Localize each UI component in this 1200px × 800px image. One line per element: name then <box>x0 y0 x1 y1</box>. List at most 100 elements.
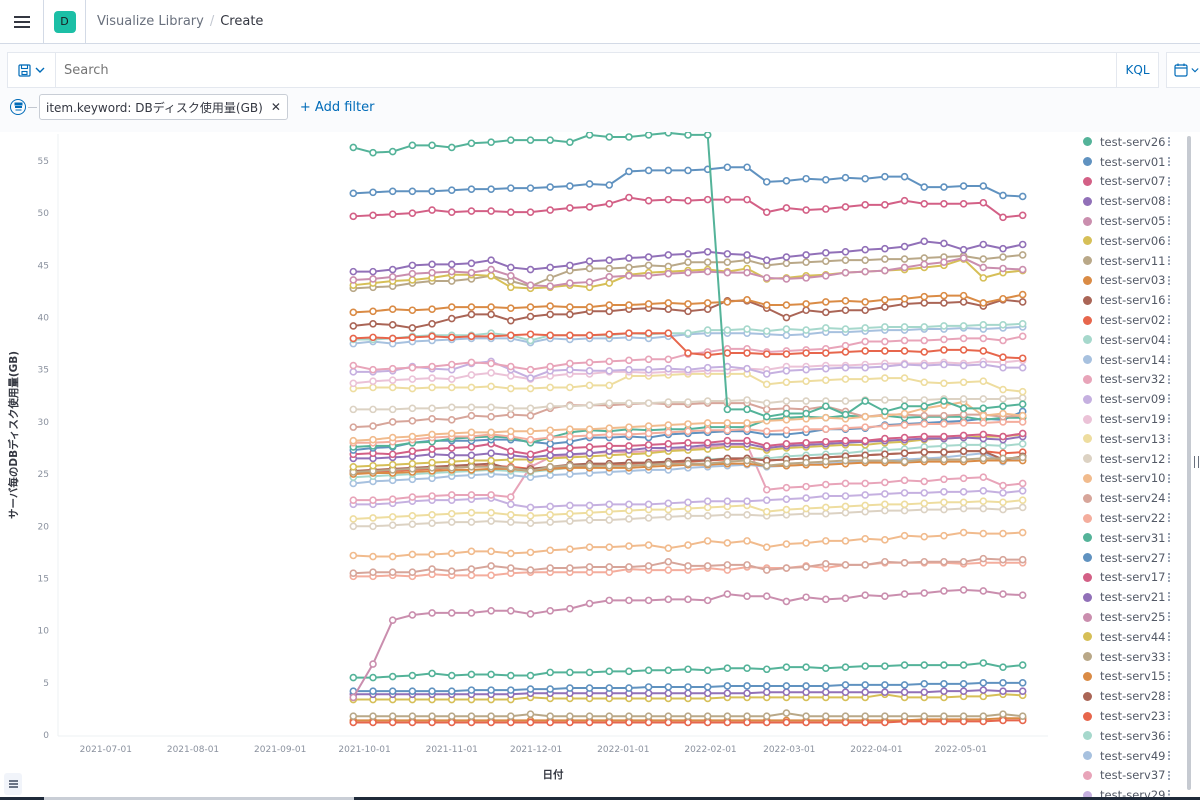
data-point[interactable] <box>566 365 574 374</box>
data-point[interactable] <box>684 420 692 428</box>
data-point[interactable] <box>881 718 889 727</box>
data-point[interactable] <box>388 383 397 392</box>
data-point[interactable] <box>388 460 397 469</box>
data-point[interactable] <box>762 592 771 600</box>
data-point[interactable] <box>703 596 712 605</box>
data-point[interactable] <box>762 442 771 450</box>
data-point[interactable] <box>507 316 515 325</box>
data-point[interactable] <box>644 596 653 605</box>
data-point[interactable] <box>585 508 594 517</box>
data-point[interactable] <box>428 332 436 341</box>
data-point[interactable] <box>546 712 554 721</box>
data-point[interactable] <box>920 505 929 514</box>
data-point[interactable] <box>940 379 948 388</box>
data-point[interactable] <box>900 449 909 458</box>
data-point[interactable] <box>684 132 692 139</box>
space-selector[interactable]: D <box>44 0 86 44</box>
data-point[interactable] <box>526 427 535 436</box>
data-point[interactable] <box>644 261 653 270</box>
data-point[interactable] <box>566 470 574 478</box>
data-point[interactable] <box>507 362 515 371</box>
data-point[interactable] <box>428 141 436 150</box>
data-point[interactable] <box>881 490 889 498</box>
data-point[interactable] <box>625 271 633 280</box>
data-point[interactable] <box>1018 429 1027 438</box>
data-point[interactable] <box>841 297 850 305</box>
more-options-icon[interactable] <box>1168 156 1170 167</box>
data-point[interactable] <box>546 206 554 214</box>
data-point[interactable] <box>841 410 850 419</box>
data-point[interactable] <box>684 398 692 406</box>
data-point[interactable] <box>841 375 850 383</box>
data-point[interactable] <box>723 510 732 519</box>
data-point[interactable] <box>920 199 929 208</box>
data-point[interactable] <box>664 566 673 574</box>
data-point[interactable] <box>940 693 948 702</box>
data-point[interactable] <box>507 671 515 680</box>
data-point[interactable] <box>841 561 850 569</box>
data-point[interactable] <box>546 263 554 272</box>
data-point[interactable] <box>585 303 594 311</box>
more-options-icon[interactable] <box>1168 671 1170 682</box>
data-point[interactable] <box>979 430 988 439</box>
data-point[interactable] <box>900 172 909 181</box>
legend-item[interactable]: test-serv01 <box>1078 152 1182 172</box>
data-point[interactable] <box>644 514 653 522</box>
data-point[interactable] <box>428 550 436 559</box>
data-point[interactable] <box>979 263 988 272</box>
data-point[interactable] <box>447 360 456 369</box>
data-point[interactable] <box>743 561 751 569</box>
data-point[interactable] <box>979 347 988 355</box>
data-point[interactable] <box>684 427 692 436</box>
data-point[interactable] <box>428 362 436 371</box>
data-point[interactable] <box>940 346 948 354</box>
data-point[interactable] <box>782 397 791 405</box>
data-point[interactable] <box>585 449 594 458</box>
data-point[interactable] <box>684 268 692 277</box>
data-point[interactable] <box>782 275 791 283</box>
data-point[interactable] <box>881 456 889 465</box>
data-point[interactable] <box>566 402 574 411</box>
data-point[interactable] <box>467 609 476 617</box>
data-point[interactable] <box>684 459 692 468</box>
data-point[interactable] <box>447 444 456 452</box>
series-test-serv-c[interactable] <box>349 528 1027 561</box>
data-point[interactable] <box>979 360 988 369</box>
data-point[interactable] <box>900 196 909 205</box>
data-point[interactable] <box>566 718 574 727</box>
data-point[interactable] <box>881 172 889 181</box>
data-point[interactable] <box>487 718 495 727</box>
data-point[interactable] <box>388 433 397 442</box>
data-point[interactable] <box>881 303 889 311</box>
data-point[interactable] <box>861 363 869 372</box>
data-point[interactable] <box>822 457 830 466</box>
data-point[interactable] <box>881 374 889 382</box>
data-point[interactable] <box>585 203 594 211</box>
data-point[interactable] <box>566 668 574 677</box>
data-point[interactable] <box>546 518 554 526</box>
data-point[interactable] <box>585 257 594 265</box>
data-point[interactable] <box>940 199 948 208</box>
data-point[interactable] <box>664 132 673 137</box>
data-point[interactable] <box>585 461 594 470</box>
data-point[interactable] <box>388 210 397 219</box>
data-point[interactable] <box>684 689 692 698</box>
data-point[interactable] <box>526 710 535 718</box>
data-point[interactable] <box>447 687 456 695</box>
data-point[interactable] <box>861 245 869 254</box>
data-point[interactable] <box>940 505 948 514</box>
data-point[interactable] <box>802 504 810 513</box>
data-point[interactable] <box>605 381 614 390</box>
data-point[interactable] <box>664 355 673 364</box>
data-point[interactable] <box>644 460 653 469</box>
data-point[interactable] <box>467 332 476 341</box>
data-point[interactable] <box>743 419 751 427</box>
data-point[interactable] <box>999 590 1007 598</box>
data-point[interactable] <box>802 251 810 259</box>
data-point[interactable] <box>762 370 771 378</box>
data-point[interactable] <box>625 167 633 176</box>
data-point[interactable] <box>388 321 397 329</box>
series-test-serv25[interactable] <box>349 586 1027 702</box>
data-point[interactable] <box>487 256 495 264</box>
data-point[interactable] <box>388 376 397 384</box>
